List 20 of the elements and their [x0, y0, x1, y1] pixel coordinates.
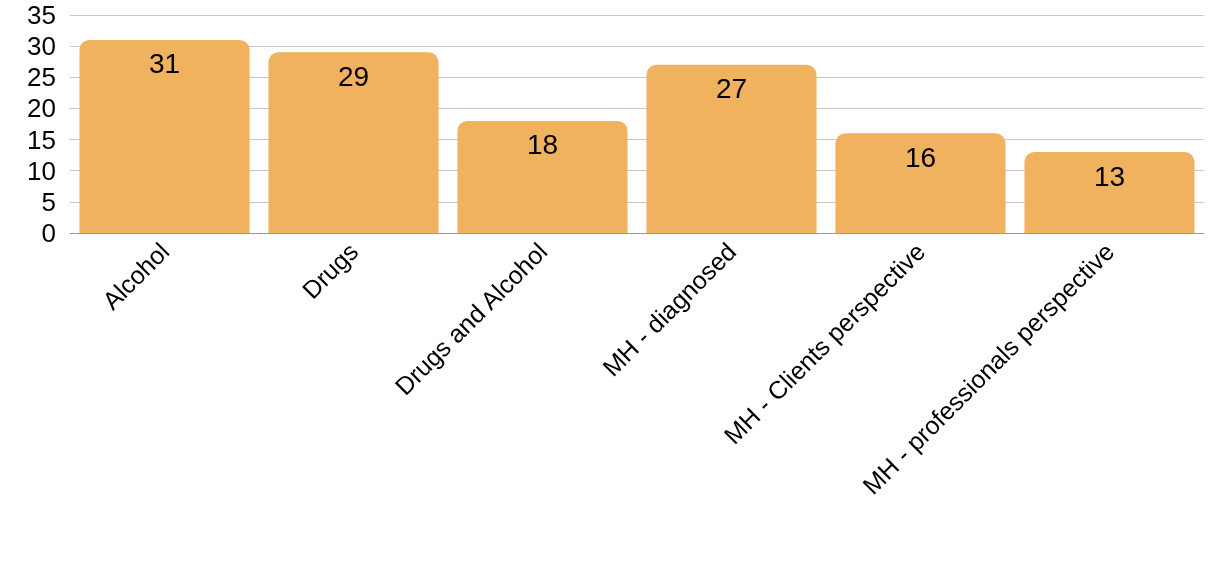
y-tick-label: 35	[27, 0, 56, 30]
bar	[646, 64, 817, 233]
y-tick-label: 15	[27, 124, 56, 155]
data-label: 16	[904, 141, 937, 173]
data-label: 13	[1093, 160, 1126, 192]
y-tick-label: 5	[41, 186, 56, 217]
y-tick-label: 10	[27, 155, 56, 186]
bar	[835, 133, 1006, 233]
y-tick-label: 25	[27, 62, 56, 93]
data-label: 18	[526, 129, 559, 161]
bar	[1024, 152, 1195, 233]
data-label: 27	[715, 73, 748, 105]
data-label: 29	[337, 60, 370, 92]
data-label: 31	[148, 48, 181, 80]
bar	[79, 39, 250, 233]
y-tick-label: 0	[41, 218, 56, 248]
y-tick-label: 30	[27, 31, 56, 62]
y-tick-label: 20	[27, 93, 56, 124]
bar	[457, 120, 628, 233]
bar	[268, 52, 439, 233]
